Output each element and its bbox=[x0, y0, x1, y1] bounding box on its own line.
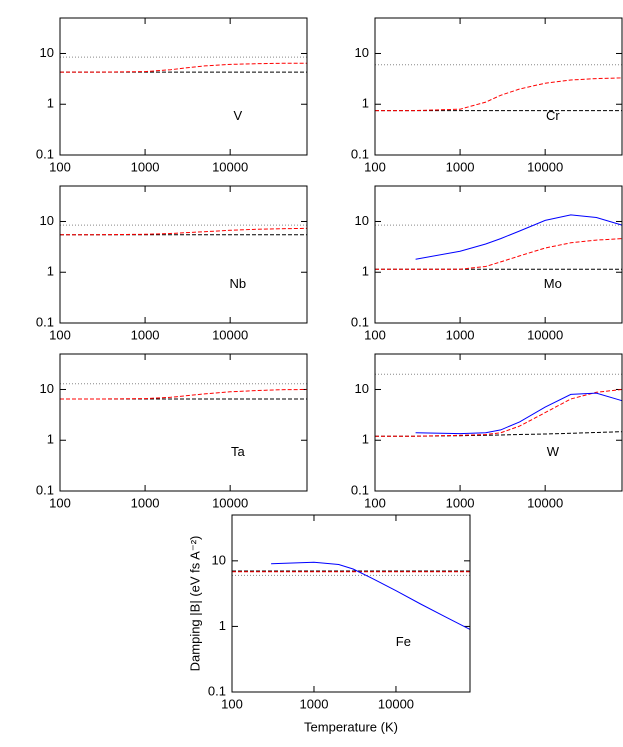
y-tick-label: 0.1 bbox=[351, 314, 369, 329]
panel-label: V bbox=[234, 108, 243, 123]
x-tick-label: 100 bbox=[364, 327, 386, 342]
panel-label: Cr bbox=[546, 108, 560, 123]
plot-frame bbox=[231, 514, 471, 693]
x-tick-label: 1000 bbox=[300, 696, 329, 711]
x-tick-label: 100 bbox=[364, 495, 386, 510]
y-tick-label: 1 bbox=[362, 96, 369, 111]
x-tick-label: 1000 bbox=[131, 327, 160, 342]
y-tick-label: 0.1 bbox=[36, 314, 54, 329]
panel: 0.1 1 10 100 1000 10000 Nb bbox=[36, 185, 308, 342]
line-series bbox=[375, 389, 623, 437]
y-tick-label: 10 bbox=[212, 552, 226, 567]
x-tick-label: 100 bbox=[49, 495, 71, 510]
x-tick-label: 10000 bbox=[212, 495, 248, 510]
plot-frame bbox=[59, 17, 308, 156]
y-tick-label: 1 bbox=[47, 264, 54, 279]
panel-label: Ta bbox=[231, 444, 246, 459]
panel-label: Nb bbox=[230, 276, 247, 291]
y-tick-label: 0.1 bbox=[208, 683, 226, 698]
panel-label: Fe bbox=[396, 634, 411, 649]
x-tick-label: 100 bbox=[221, 696, 243, 711]
y-tick-label: 10 bbox=[40, 381, 54, 396]
y-tick-label: 1 bbox=[362, 432, 369, 447]
x-tick-label: 1000 bbox=[131, 495, 160, 510]
y-axis-title: Damping |B| (eV fs A⁻²) bbox=[187, 536, 202, 672]
panel-label: Mo bbox=[544, 276, 562, 291]
y-tick-label: 1 bbox=[47, 432, 54, 447]
x-tick-label: 100 bbox=[49, 159, 71, 174]
panel: 0.1 1 10 100 1000 10000 W bbox=[351, 353, 623, 510]
plot-frame bbox=[374, 185, 623, 324]
y-tick-label: 1 bbox=[47, 96, 54, 111]
panel-label: W bbox=[547, 444, 560, 459]
x-tick-label: 1000 bbox=[446, 327, 475, 342]
y-tick-label: 10 bbox=[355, 45, 369, 60]
line-series bbox=[375, 77, 623, 112]
y-tick-label: 10 bbox=[355, 381, 369, 396]
line-series bbox=[375, 238, 623, 270]
line-series bbox=[415, 214, 623, 260]
y-tick-label: 0.1 bbox=[351, 146, 369, 161]
y-tick-label: 1 bbox=[362, 264, 369, 279]
x-tick-label: 1000 bbox=[446, 159, 475, 174]
y-tick-label: 1 bbox=[219, 618, 226, 633]
line-series bbox=[60, 389, 308, 400]
line-series bbox=[375, 431, 623, 437]
y-tick-label: 0.1 bbox=[351, 482, 369, 497]
line-series bbox=[271, 561, 471, 630]
x-axis-title: Temperature (K) bbox=[304, 719, 398, 734]
panel: 0.1 1 10 100 1000 10000 Mo bbox=[351, 185, 623, 342]
y-tick-label: 0.1 bbox=[36, 482, 54, 497]
line-series bbox=[60, 227, 308, 236]
y-tick-label: 10 bbox=[40, 213, 54, 228]
x-tick-label: 10000 bbox=[527, 159, 563, 174]
plot-frame bbox=[374, 353, 623, 492]
line-series bbox=[60, 62, 307, 73]
x-tick-label: 100 bbox=[49, 327, 71, 342]
plot-frame bbox=[59, 185, 308, 324]
x-tick-label: 10000 bbox=[527, 327, 563, 342]
y-tick-label: 10 bbox=[355, 213, 369, 228]
panel: 0.1 1 10 100 1000 10000 Cr bbox=[351, 17, 623, 174]
x-tick-label: 1000 bbox=[131, 159, 160, 174]
line-series bbox=[415, 392, 623, 435]
x-tick-label: 10000 bbox=[378, 696, 414, 711]
y-tick-label: 10 bbox=[40, 45, 54, 60]
x-tick-label: 100 bbox=[364, 159, 386, 174]
x-tick-label: 10000 bbox=[212, 327, 248, 342]
panel: 0.1 1 10 100 1000 10000 V bbox=[36, 17, 308, 174]
panel: 0.1 1 10 100 1000 10000 Ta bbox=[36, 353, 308, 510]
x-tick-label: 10000 bbox=[527, 495, 563, 510]
plot-frame bbox=[374, 17, 623, 156]
x-tick-label: 1000 bbox=[446, 495, 475, 510]
plot-frame bbox=[59, 353, 308, 492]
y-tick-label: 0.1 bbox=[36, 146, 54, 161]
panel: 0.1 1 10 100 1000 10000 Fe Temperature (K) Dampi… bbox=[187, 514, 471, 734]
x-tick-label: 10000 bbox=[212, 159, 248, 174]
